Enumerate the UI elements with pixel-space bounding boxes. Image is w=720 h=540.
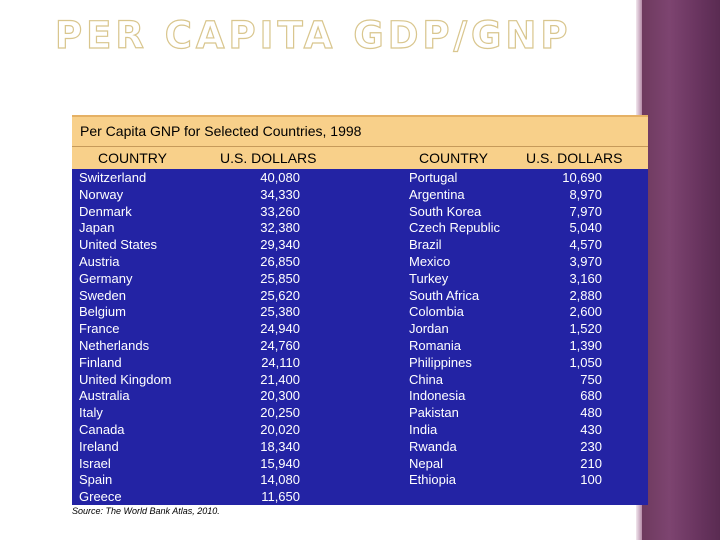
header-country-left: COUNTRY: [98, 150, 167, 166]
dollars-cell: 24,760: [260, 337, 300, 353]
dollars-cell: 750: [580, 371, 602, 387]
dollars-cell: 26,850: [260, 253, 300, 269]
dollars-cell: 100: [580, 472, 602, 488]
header-dollars-left: U.S. DOLLARS: [220, 150, 317, 166]
dollars-cell: 25,620: [260, 287, 300, 303]
country-cell: Philippines: [409, 354, 472, 370]
dollars-cell: 25,380: [260, 304, 300, 320]
dollars-cell: 14,080: [260, 472, 300, 488]
country-cell: Switzerland: [79, 170, 147, 185]
header-dollars-right: U.S. DOLLARS: [526, 150, 623, 166]
country-cell: Turkey: [409, 270, 449, 286]
country-cell: Czech Republic: [409, 220, 501, 236]
country-cell: Austria: [79, 253, 120, 269]
dollars-cell: 20,250: [260, 405, 300, 421]
country-cell: Italy: [79, 405, 103, 421]
country-cell: Brazil: [409, 237, 442, 253]
country-cell: United Kingdom: [79, 371, 172, 387]
table-caption: Per Capita GNP for Selected Countries, 1…: [80, 123, 362, 139]
dollars-cell: 2,600: [569, 304, 602, 320]
dollars-cell: 210: [580, 455, 602, 471]
dollars-cell: 21,400: [260, 371, 300, 387]
dollars-cell: 5,040: [569, 220, 602, 236]
dollars-cell: 20,020: [260, 421, 300, 437]
dollars-cell: 3,970: [569, 253, 602, 269]
country-cell: China: [409, 371, 443, 387]
dollars-cell: 18,340: [260, 438, 300, 454]
country-cell: Germany: [79, 270, 133, 286]
country-cell: Canada: [79, 421, 125, 437]
dollars-cell: 11,650: [261, 489, 300, 505]
left-dollars-column: 40,080 34,330 33,260 32,380 29,340 26,850 25,8…: [240, 170, 300, 506]
dollars-cell: 24,940: [260, 321, 300, 337]
dollars-cell: 1,520: [569, 321, 602, 337]
dollars-cell: 40,080: [260, 170, 300, 185]
source-note: Source: The World Bank Atlas, 2010.: [72, 506, 220, 516]
country-cell: Rwanda: [409, 438, 457, 454]
dollars-cell: 24,110: [261, 354, 300, 370]
country-cell: Greece: [79, 489, 122, 505]
dollars-cell: 34,330: [260, 186, 300, 202]
country-cell: Colombia: [409, 304, 464, 320]
country-cell: Denmark: [79, 203, 132, 219]
country-cell: Japan: [79, 220, 115, 236]
country-cell: Portugal: [409, 170, 458, 185]
dollars-cell: 1,050: [569, 354, 602, 370]
header-divider: [72, 146, 648, 147]
dollars-cell: 480: [580, 405, 602, 421]
dollars-cell: 32,380: [260, 220, 300, 236]
dollars-cell: 680: [580, 388, 602, 404]
dollars-cell: 29,340: [260, 237, 300, 253]
country-cell: Argentina: [409, 186, 465, 202]
dollars-cell: 7,970: [569, 203, 602, 219]
country-cell: Finland: [79, 354, 122, 370]
country-cell: South Korea: [409, 203, 482, 219]
dollars-cell: 3,160: [569, 270, 602, 286]
country-cell: Romania: [409, 337, 462, 353]
country-cell: Australia: [79, 388, 130, 404]
decorative-side-bar: [642, 0, 720, 540]
dollars-cell: 8,970: [569, 186, 602, 202]
country-cell: Indonesia: [409, 388, 466, 404]
country-cell: France: [79, 321, 120, 337]
country-cell: India: [409, 421, 438, 437]
country-cell: United States: [79, 237, 158, 253]
country-cell: Pakistan: [409, 405, 459, 421]
country-cell: Norway: [79, 186, 124, 202]
right-country-column: Portugal Argentina South Korea Czech Republ…: [409, 170, 539, 489]
country-cell: Ethiopia: [409, 472, 456, 488]
country-cell: Spain: [79, 472, 113, 488]
dollars-cell: 15,940: [260, 455, 300, 471]
dollars-cell: 2,880: [569, 287, 602, 303]
dollars-cell: 230: [580, 438, 602, 454]
right-dollars-column: 10,690 8,970 7,970 5,040 4,570 3,970 3,160 2,88…: [542, 170, 602, 489]
country-cell: Israel: [79, 455, 111, 471]
left-country-column: Switzerland Norway Denmark Japan United Stat…: [79, 170, 249, 506]
dollars-cell: 4,570: [569, 237, 602, 253]
country-cell: Mexico: [409, 253, 451, 269]
header-country-right: COUNTRY: [419, 150, 488, 166]
dollars-cell: 1,390: [569, 337, 602, 353]
country-cell: Nepal: [409, 455, 443, 471]
table-header: Per Capita GNP for Selected Countries, 1…: [72, 115, 648, 169]
dollars-cell: 10,690: [562, 170, 602, 185]
country-cell: Sweden: [79, 287, 126, 303]
dollars-cell: 25,850: [260, 270, 300, 286]
dollars-cell: 430: [580, 421, 602, 437]
slide-title: PER CAPITA GDP/GNP: [54, 13, 572, 57]
country-cell: Jordan: [409, 321, 449, 337]
country-cell: South Africa: [409, 287, 480, 303]
gnp-table: Per Capita GNP for Selected Countries, 1…: [72, 115, 648, 505]
dollars-cell: 20,300: [260, 388, 300, 404]
country-cell: Netherlands: [79, 337, 150, 353]
country-cell: Ireland: [79, 438, 119, 454]
country-cell: Belgium: [79, 304, 126, 320]
dollars-cell: 33,260: [260, 203, 300, 219]
